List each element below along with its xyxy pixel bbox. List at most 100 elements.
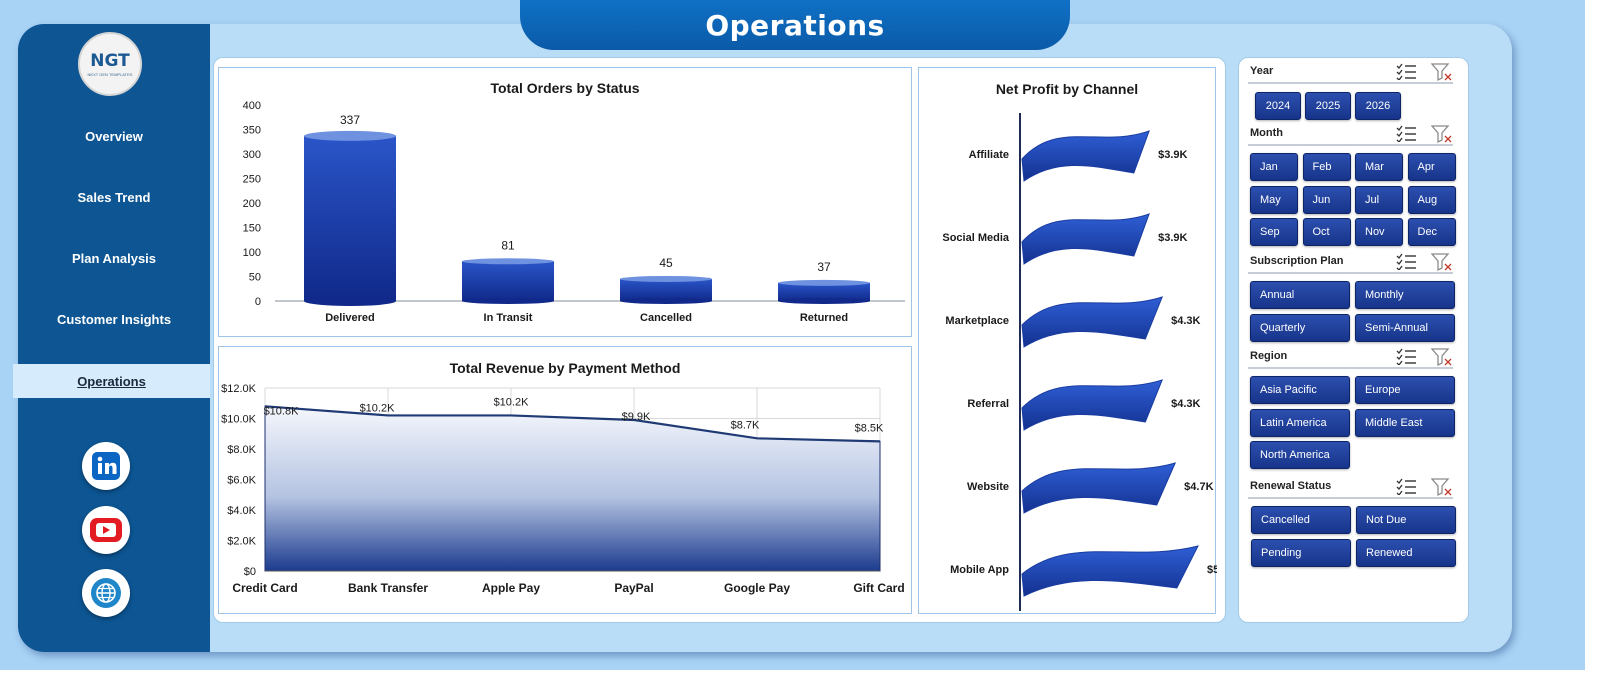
multi-select-icon[interactable]	[1395, 252, 1417, 275]
slicer-option-pending[interactable]: Pending	[1251, 538, 1351, 567]
y-tick-label: 250	[243, 174, 261, 186]
data-label: $4.3K	[1171, 315, 1200, 327]
bar-base	[304, 296, 396, 306]
area-fill	[264, 405, 881, 572]
linkedin-icon	[92, 452, 120, 480]
data-label: 81	[501, 238, 515, 252]
youtube-button[interactable]	[82, 506, 130, 554]
x-tick-label: Bank Transfer	[348, 581, 428, 595]
page-title: Operations	[705, 8, 885, 42]
bar-top	[620, 275, 712, 282]
multi-select-icon[interactable]	[1395, 477, 1417, 500]
bar	[1021, 462, 1177, 514]
data-label: $3.9K	[1158, 149, 1187, 161]
revenue-by-payment-card: Total Revenue by Payment Method $0 $2.0K $…	[218, 346, 912, 614]
slicer-option-monthly[interactable]: Monthly	[1355, 281, 1455, 309]
sidebar-item-plan-analysis[interactable]: Plan Analysis	[71, 250, 157, 266]
bar	[1021, 379, 1164, 431]
bar-top	[778, 279, 870, 286]
bar	[1021, 213, 1150, 265]
slicer-option-2025[interactable]: 2025	[1305, 92, 1351, 120]
data-label: 37	[817, 260, 831, 274]
slicer-option-sep[interactable]: Sep	[1250, 218, 1298, 246]
globe-icon	[91, 578, 121, 608]
y-tick-label: 300	[243, 149, 261, 161]
slicer-option-semi-annual[interactable]: Semi-Annual	[1355, 313, 1455, 342]
slicer-option-apr[interactable]: Apr	[1407, 153, 1456, 181]
multi-select-icon[interactable]	[1395, 62, 1417, 85]
data-label: 337	[340, 113, 360, 127]
bar	[1021, 545, 1199, 597]
slicer-title: Month	[1250, 127, 1283, 139]
clear-filter-icon[interactable]	[1430, 477, 1453, 502]
y-tick-label: $2.0K	[227, 536, 256, 548]
y-tick-label: 200	[243, 198, 261, 210]
multi-select-icon[interactable]	[1395, 347, 1417, 370]
slicer-option-jul[interactable]: Jul	[1355, 185, 1403, 214]
sidebar: NGT NEXT GEN TEMPLATES Overview Sales Tr…	[13, 24, 210, 652]
y-tick-label: $8.0K	[227, 444, 256, 456]
multi-select-icon[interactable]	[1395, 124, 1417, 147]
slicer-option-renewed[interactable]: Renewed	[1356, 538, 1456, 567]
slicer-option-2026[interactable]: 2026	[1355, 92, 1401, 120]
slicer-option-mar[interactable]: Mar	[1355, 153, 1403, 181]
y-tick-label: $12.0K	[221, 383, 257, 395]
y-tick-label: Mobile App	[950, 564, 1009, 576]
bar	[462, 261, 554, 301]
chart-title: Total Revenue by Payment Method	[449, 360, 681, 376]
sidebar-item-overview[interactable]: Overview	[85, 128, 143, 144]
sidebar-item-sales-trend[interactable]: Sales Trend	[77, 189, 151, 205]
y-tick-label: $0	[244, 566, 256, 578]
slicer-option-aug[interactable]: Aug	[1407, 185, 1456, 214]
data-label: $10.2K	[360, 402, 396, 414]
slicer-header-subscription-plan: Subscription Plan	[1248, 252, 1453, 274]
net-profit-by-channel-chart: Affiliate $3.9K Social Media $3.9K Marketpla…	[942, 113, 1217, 611]
slicer-option-asia-pacific[interactable]: Asia Pacific	[1250, 376, 1350, 404]
x-tick-label: Returned	[800, 312, 848, 324]
series-line	[264, 405, 881, 443]
clear-filter-icon[interactable]	[1430, 124, 1453, 149]
slicer-option-middle-east[interactable]: Middle East	[1355, 408, 1455, 437]
chart-title: Net Profit by Channel	[995, 81, 1139, 97]
slicer-option-europe[interactable]: Europe	[1355, 376, 1455, 404]
x-tick-label: Credit Card	[232, 581, 297, 595]
sidebar-item-customer-insights[interactable]: Customer Insights	[56, 311, 172, 327]
orders-by-status-chart: 0 50 100 150 200 250 300 350 400 337 Delivered 81 In…	[243, 100, 905, 324]
clear-filter-icon[interactable]	[1430, 347, 1453, 372]
y-tick-label: 100	[243, 247, 261, 259]
slicer-option-not-due[interactable]: Not Due	[1356, 506, 1456, 534]
slicer-option-2024[interactable]: 2024	[1255, 92, 1301, 120]
y-tick-label: 0	[255, 296, 261, 308]
slicer-header-region: Region	[1248, 347, 1453, 369]
slicer-option-nov[interactable]: Nov	[1355, 218, 1403, 246]
slicer-option-jun[interactable]: Jun	[1302, 185, 1351, 214]
slicer-header-month: Month	[1248, 124, 1453, 146]
bar	[778, 282, 870, 301]
slicer-option-latin-america[interactable]: Latin America	[1250, 408, 1350, 437]
logo-text: NGT	[90, 51, 130, 71]
bar-base	[778, 298, 870, 304]
y-tick-label: 400	[243, 100, 261, 112]
x-tick-label: Apple Pay	[482, 581, 540, 595]
clear-filter-icon[interactable]	[1430, 62, 1453, 87]
data-label: $10.8K	[264, 405, 300, 417]
data-label: 45	[659, 256, 673, 270]
clear-filter-icon[interactable]	[1430, 252, 1453, 277]
slicer-option-north-america[interactable]: North America	[1250, 441, 1350, 469]
revenue-by-payment-chart: $0 $2.0K $4.0K $6.0K $8.0K $10.0K $12.0K $10.8K…	[221, 383, 905, 595]
y-tick-label: Referral	[967, 398, 1009, 410]
website-button[interactable]	[82, 569, 130, 617]
slicer-option-may[interactable]: May	[1250, 185, 1298, 214]
slicer-option-feb[interactable]: Feb	[1302, 153, 1351, 181]
y-tick-label: 150	[243, 223, 261, 235]
slicer-option-oct[interactable]: Oct	[1302, 218, 1351, 246]
logo: NGT NEXT GEN TEMPLATES	[78, 32, 142, 96]
linkedin-button[interactable]	[82, 442, 130, 490]
slicer-option-cancelled[interactable]: Cancelled	[1251, 506, 1351, 534]
slicer-option-quarterly[interactable]: Quarterly	[1250, 313, 1350, 342]
data-label: $4.7K	[1184, 481, 1213, 493]
slicer-option-dec[interactable]: Dec	[1407, 218, 1456, 246]
slicer-option-jan[interactable]: Jan	[1250, 153, 1298, 181]
sidebar-item-operations[interactable]: Operations	[13, 364, 210, 398]
slicer-option-annual[interactable]: Annual	[1250, 281, 1350, 309]
